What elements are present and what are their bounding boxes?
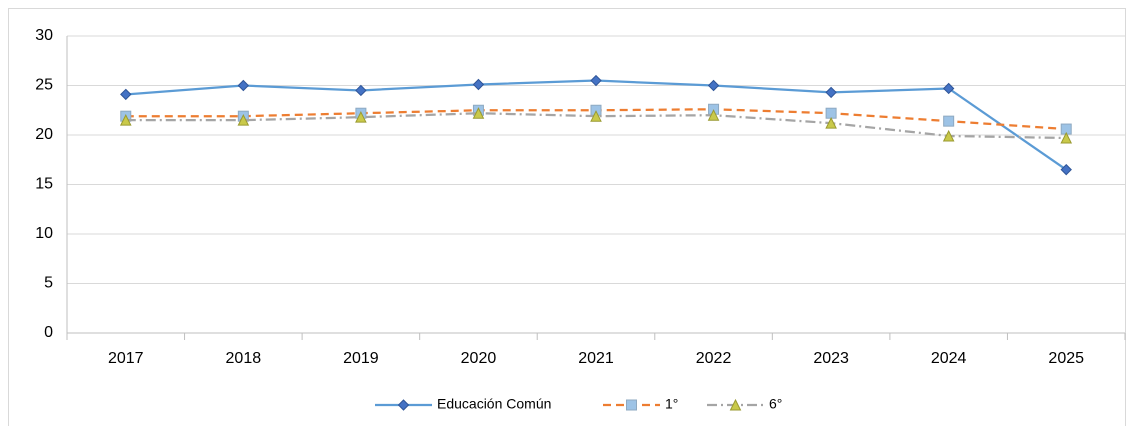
marker [120, 88, 132, 101]
marker [472, 107, 485, 119]
x-tick-label: 2018 [226, 350, 262, 367]
x-tick-label: 2025 [1048, 350, 1084, 367]
marker [707, 109, 720, 121]
marker [355, 111, 367, 123]
y-tick-label: 5 [44, 275, 53, 292]
marker [397, 399, 410, 411]
marker [237, 79, 250, 92]
y-tick-label: 10 [35, 225, 53, 242]
x-tick-label: 2021 [578, 350, 614, 367]
y-tick-label: 0 [44, 324, 53, 341]
marker [825, 107, 837, 119]
series-line [125, 112, 1067, 140]
x-tick-label: 2022 [696, 350, 732, 367]
series-line [125, 79, 1067, 171]
marker [825, 86, 837, 99]
marker [472, 78, 485, 91]
x-tick-label: 2024 [931, 350, 967, 367]
marker [1060, 131, 1073, 144]
y-tick-label: 15 [35, 176, 53, 193]
marker [590, 74, 602, 87]
marker [943, 115, 955, 127]
marker [942, 129, 955, 142]
legend-label: 1° [665, 396, 678, 412]
marker [825, 117, 837, 129]
marker [729, 398, 742, 411]
marker [590, 110, 602, 122]
marker [1060, 163, 1072, 176]
marker [942, 82, 955, 95]
y-tick-label: 30 [35, 27, 53, 44]
x-tick-label: 2019 [343, 350, 379, 367]
marker [355, 84, 367, 97]
y-tick-label: 20 [35, 126, 53, 143]
x-tick-label: 2020 [461, 350, 497, 367]
x-tick-label: 2017 [108, 350, 144, 367]
marker [237, 114, 250, 126]
marker [119, 114, 132, 126]
marker [707, 79, 720, 92]
legend-label: Educación Común [437, 396, 551, 412]
legend-label: 6° [769, 396, 782, 412]
x-tick-label: 2023 [813, 350, 849, 367]
marker [626, 399, 637, 411]
y-tick-label: 25 [35, 77, 53, 94]
